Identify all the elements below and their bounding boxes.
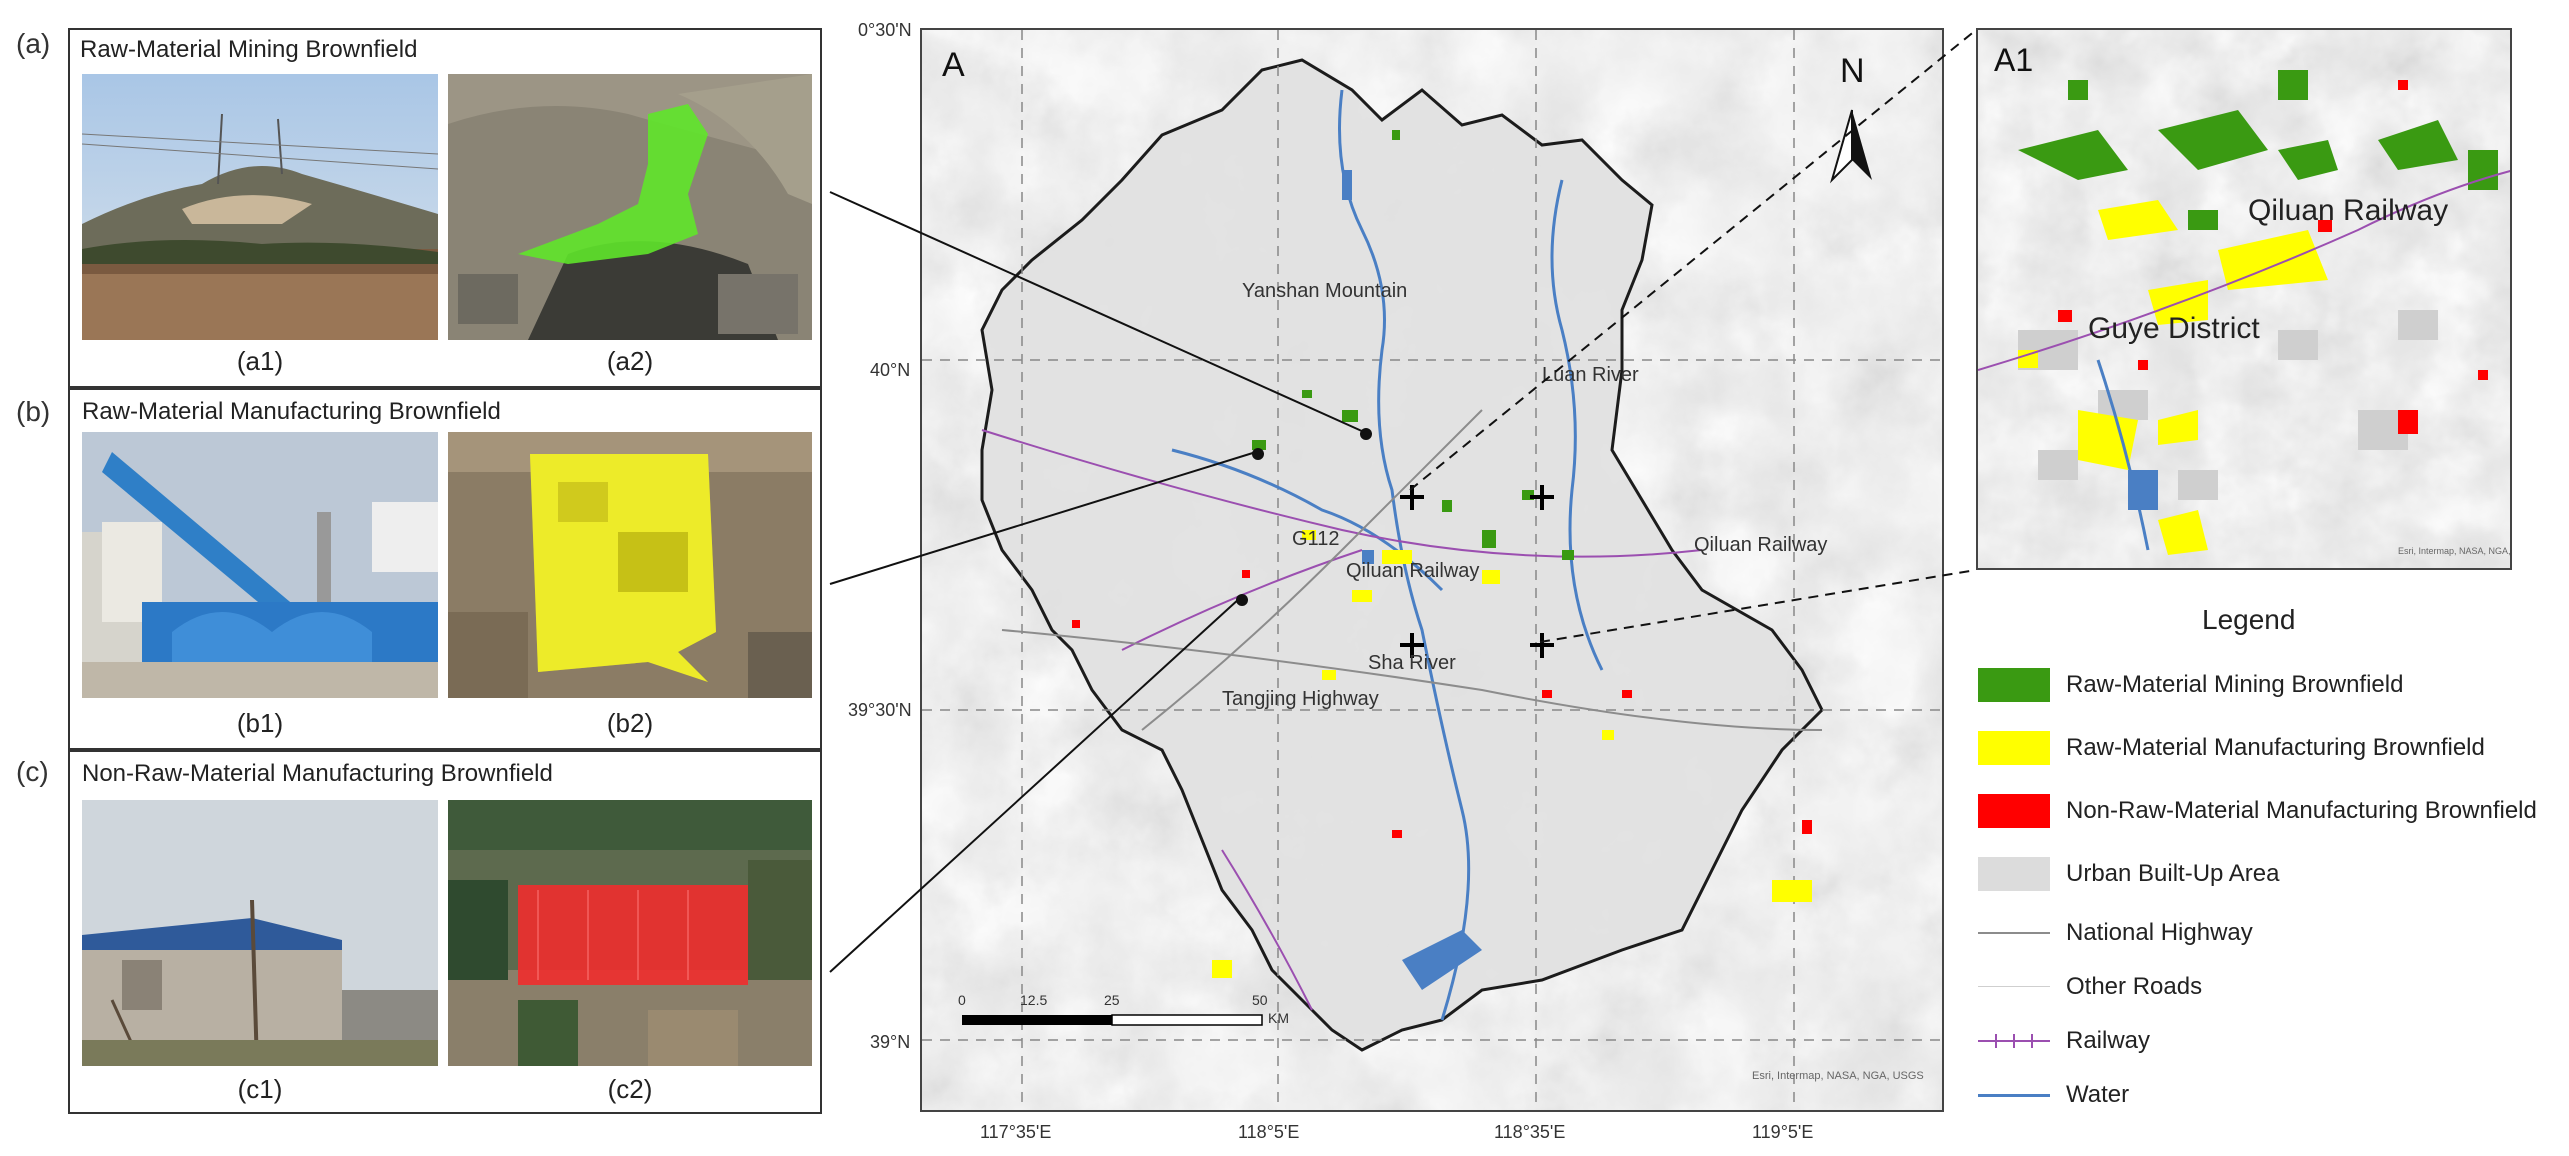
panel-c-title: Non-Raw-Material Manufacturing Brownfiel…: [82, 760, 553, 787]
north-arrow-icon: [1829, 109, 1872, 184]
label-sha-river: Sha River: [1368, 652, 1456, 674]
photo-c1-shed: [82, 800, 438, 1066]
scale-tick-25: 25: [1104, 992, 1120, 1008]
panel-a-title: Raw-Material Mining Brownfield: [80, 36, 418, 63]
main-map[interactable]: A N Yanshan Mountain Luan River Qiluan R…: [920, 28, 1944, 1112]
label-tangjing-highway: Tangjing Highway: [1222, 688, 1379, 710]
photo-c2-satellite-fields: [448, 800, 812, 1066]
photo-b1-factory: [82, 432, 438, 698]
label-luan-river: Luan River: [1542, 364, 1639, 386]
panel-b-box: Raw-Material Manufacturing Brownfield (b…: [68, 388, 822, 750]
photo-a1-mining-hill: [82, 74, 438, 340]
scale-tick-50: 50: [1252, 992, 1268, 1008]
scale-bar: [962, 1014, 1263, 1026]
panel-b-letter: (b): [16, 396, 51, 427]
caption-a1: (a1): [236, 346, 284, 376]
lon-label-118-35: 118°35'E: [1494, 1122, 1566, 1142]
caption-c2: (c2): [607, 1074, 653, 1104]
lat-label-39-30: 39°30'N: [848, 700, 912, 720]
legend-item-other-roads: Other Roads: [1978, 970, 2202, 1004]
legend-symbol-railway: [1978, 1024, 2050, 1058]
legend-label-national-highway: National Highway: [2066, 919, 2253, 946]
lon-label-117-35: 117°35'E: [980, 1122, 1052, 1142]
lat-label-0-30: 0°30'N: [858, 20, 912, 40]
inset-label-guye-district: Guye District: [2088, 312, 2260, 345]
legend-label-urban: Urban Built-Up Area: [2066, 860, 2280, 887]
caption-a2: (a2): [606, 346, 654, 376]
label-yanshan-mountain: Yanshan Mountain: [1242, 280, 1408, 302]
legend-label-other-roads: Other Roads: [2066, 973, 2203, 1000]
scale-unit: KM: [1268, 1010, 1289, 1026]
legend-label-mining: Raw-Material Mining Brownfield: [2066, 671, 2404, 698]
caption-c1: (c1): [237, 1074, 283, 1104]
label-qiluan-railway: Qiluan Railway: [1346, 560, 1480, 582]
inset-label-qiluan-railway: Qiluan Railway: [2248, 194, 2449, 227]
caption-b2: (b2): [606, 708, 654, 738]
legend-symbol-other-roads: [1978, 970, 2050, 1004]
panel-a-box: Raw-Material Mining Brownfield (a1: [68, 28, 822, 388]
legend-label-railway: Railway: [2066, 1027, 2151, 1054]
main-map-canvas: [922, 30, 1942, 1110]
label-g112: G112: [1292, 528, 1340, 550]
legend-item-mining: Raw-Material Mining Brownfield: [1978, 668, 2403, 702]
inset-label-a1: A1: [1994, 42, 2034, 78]
caption-b1: (b1): [236, 708, 284, 738]
legend-symbol-national-highway: [1978, 916, 2050, 950]
legend-swatch-non-raw-manufacturing: [1978, 794, 2050, 828]
scale-tick-12-5: 12.5: [1020, 992, 1048, 1008]
legend-swatch-mining: [1978, 668, 2050, 702]
inset-map-a1[interactable]: A1 Qiluan Railway Guye District Esri, In…: [1976, 28, 2512, 570]
lon-label-119-5: 119°5'E: [1752, 1122, 1814, 1142]
photo-b2-satellite-factory: [448, 432, 812, 698]
lat-label-40: 40°N: [870, 360, 911, 380]
photo-a2-satellite-mining: [448, 74, 812, 340]
panel-b-title: Raw-Material Manufacturing Brownfield: [82, 398, 501, 425]
scale-tick-0: 0: [958, 992, 966, 1008]
legend-item-raw-manufacturing: Raw-Material Manufacturing Brownfield: [1978, 731, 2485, 765]
legend-item-national-highway: National Highway: [1978, 916, 2253, 950]
label-qiluan-railway-east: Qiluan Railway: [1694, 534, 1828, 556]
legend-symbol-water: [1978, 1078, 2050, 1112]
legend-label-non-raw-manufacturing: Non-Raw-Material Manufacturing Brownfiel…: [2066, 797, 2537, 824]
legend-label-raw-manufacturing: Raw-Material Manufacturing Brownfield: [2066, 734, 2485, 761]
lat-label-39: 39°N: [870, 1032, 911, 1052]
map-credit: Esri, Intermap, NASA, NGA, USGS: [1752, 1070, 1924, 1082]
legend-label-water: Water: [2066, 1081, 2130, 1108]
legend-item-non-raw-manufacturing: Non-Raw-Material Manufacturing Brownfiel…: [1978, 794, 2537, 828]
panel-c-box: Non-Raw-Material Manufacturing Brownfiel…: [68, 750, 822, 1114]
lon-label-118-5: 118°5'E: [1238, 1122, 1300, 1142]
inset-map-canvas: [1978, 30, 2510, 568]
legend-item-urban: Urban Built-Up Area: [1978, 857, 2279, 891]
map-label-a: A: [942, 46, 965, 84]
legend-swatch-raw-manufacturing: [1978, 731, 2050, 765]
north-label: N: [1840, 52, 1865, 90]
legend-item-railway: Railway: [1978, 1024, 2150, 1058]
panel-c-letter: (c): [16, 756, 49, 787]
inset-credit: Esri, Intermap, NASA, NGA, USGS: [2398, 546, 2511, 556]
legend-title: Legend: [2202, 604, 2296, 635]
panel-a-letter: (a): [16, 28, 51, 59]
legend-swatch-urban: [1978, 857, 2050, 891]
legend-item-water: Water: [1978, 1078, 2129, 1112]
